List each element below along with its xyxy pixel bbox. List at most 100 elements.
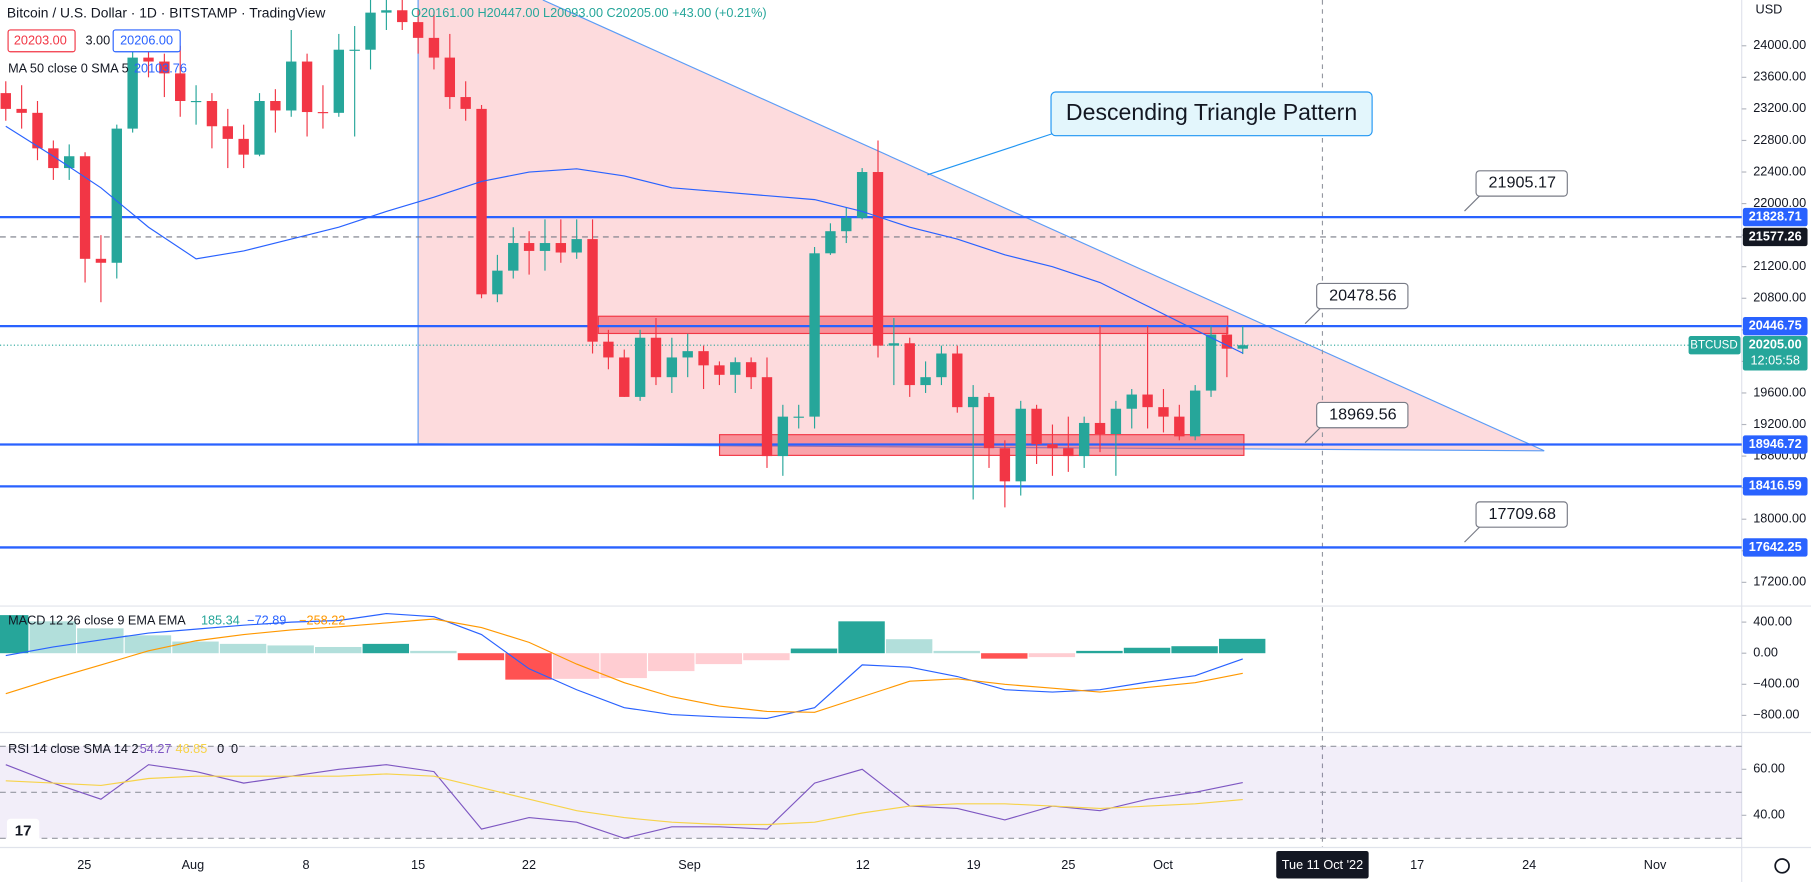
candle-body xyxy=(761,377,773,457)
level-label-box xyxy=(1742,227,1808,247)
annotation-box xyxy=(1050,91,1373,137)
callout-box xyxy=(1316,401,1409,429)
callout-label: 17709.68 xyxy=(1489,505,1556,523)
macd-histogram-bar xyxy=(267,645,314,654)
candle-body xyxy=(0,93,11,109)
candle-body xyxy=(1142,394,1153,408)
rsi-line xyxy=(5,764,1243,839)
x-tick-label: Aug xyxy=(182,858,205,872)
candle-body xyxy=(809,253,820,417)
triangle-fill xyxy=(418,0,1545,451)
candle-body xyxy=(1189,390,1201,437)
candle-body xyxy=(920,377,931,386)
crosshair-label: Tue 11 Oct '22 xyxy=(1282,858,1363,872)
y-tick-label: 0.00 xyxy=(1753,646,1778,660)
annotation-pointer xyxy=(927,131,1057,176)
rsi-ma-value: 46.85 xyxy=(176,742,208,756)
candle-body xyxy=(1047,444,1058,449)
candle-body xyxy=(888,343,900,346)
candle-body xyxy=(571,239,582,253)
y-tick-label: 22000.00 xyxy=(1753,196,1806,210)
candle-body xyxy=(1158,407,1169,417)
y-tick-label: 20800.00 xyxy=(1753,291,1806,305)
y-tick-label: −800.00 xyxy=(1753,708,1799,722)
candle-body xyxy=(127,57,138,129)
macd-label: MACD 12 26 close 9 EMA EMA xyxy=(8,613,186,627)
signal-line xyxy=(5,618,1243,713)
macd-histogram-bar xyxy=(77,628,124,654)
candle-body xyxy=(460,97,471,109)
macd-histogram-bar xyxy=(29,621,76,654)
callout-label: 21905.17 xyxy=(1489,174,1556,192)
candle-body xyxy=(508,243,519,271)
macd-histogram-bar xyxy=(552,653,600,679)
macd-histogram-bar xyxy=(0,615,29,654)
symbol-label: BTCUSD xyxy=(1690,339,1737,351)
macd-histogram-bar xyxy=(1028,653,1076,658)
candle-body xyxy=(412,22,424,38)
candle-body xyxy=(190,101,202,103)
triangle-upper xyxy=(542,0,1545,452)
y-tick-label: 19600.00 xyxy=(1753,385,1806,399)
callout-box xyxy=(1316,282,1409,310)
level-label: 18946.72 xyxy=(1749,437,1802,451)
candle-body xyxy=(1221,334,1233,349)
candle-body xyxy=(397,10,408,23)
ma-label: MA 50 close 0 SMA 5 xyxy=(8,61,129,75)
candle-body xyxy=(159,61,170,74)
macd-histogram-bar xyxy=(648,653,695,672)
y-tick-label: −400.00 xyxy=(1753,677,1799,691)
x-tick-label: 17 xyxy=(1410,858,1424,872)
ohlc-legend: O20161.00 H20447.00 L20093.00 C20205.00 … xyxy=(411,6,766,20)
candle-body xyxy=(634,337,646,397)
macd-histogram-bar xyxy=(1218,638,1266,654)
candle-body xyxy=(286,61,297,111)
candle-body xyxy=(444,57,456,98)
candle-body xyxy=(872,172,884,346)
candle-body xyxy=(777,416,789,457)
macd-histogram-bar xyxy=(743,653,790,661)
candle-body xyxy=(555,243,567,253)
candle-body xyxy=(254,101,265,155)
candle-body xyxy=(967,396,979,408)
rsi-label: RSI 14 close SMA 14 2 xyxy=(8,742,138,756)
x-tick-label: 19 xyxy=(967,858,981,872)
x-tick-label: 8 xyxy=(303,858,310,872)
candle-body xyxy=(745,362,757,378)
ask-box xyxy=(112,29,181,53)
candle-body xyxy=(650,337,662,378)
y-tick-label: 40.00 xyxy=(1753,808,1785,822)
macd-histogram-bar xyxy=(838,621,885,654)
candle-body xyxy=(428,37,440,58)
candle-body xyxy=(904,343,915,386)
x-tick-label: 15 xyxy=(411,858,425,872)
candle-body xyxy=(999,448,1011,482)
crosshair-label-box xyxy=(1276,850,1369,879)
candle-body xyxy=(841,217,852,232)
candle-body xyxy=(936,353,947,378)
level-label: 21577.26 xyxy=(1749,229,1802,243)
macd-histogram-bar xyxy=(172,641,219,654)
y-tick-label: 23600.00 xyxy=(1753,70,1806,84)
candle-body xyxy=(682,351,693,358)
y-tick-label: 21200.00 xyxy=(1753,259,1806,273)
y-tick-label: 400.00 xyxy=(1753,614,1792,628)
candle-body xyxy=(1031,408,1042,445)
candle-body xyxy=(381,10,392,13)
settings-icon[interactable] xyxy=(1774,858,1790,874)
macd-line xyxy=(5,613,1243,720)
macd-histogram-bar xyxy=(885,639,933,654)
candle-body xyxy=(238,138,249,155)
candle-body xyxy=(476,108,487,295)
x-tick-label: 25 xyxy=(77,858,91,872)
candle-body xyxy=(825,231,836,254)
y-tick-label: 22800.00 xyxy=(1753,133,1806,147)
candle-body xyxy=(952,353,963,408)
symbol-title: Bitcoin / U.S. Dollar · 1D · BITSTAMP · … xyxy=(7,4,327,20)
candle-body xyxy=(111,128,122,263)
level-label: 21828.71 xyxy=(1749,209,1802,223)
logo xyxy=(6,818,40,845)
